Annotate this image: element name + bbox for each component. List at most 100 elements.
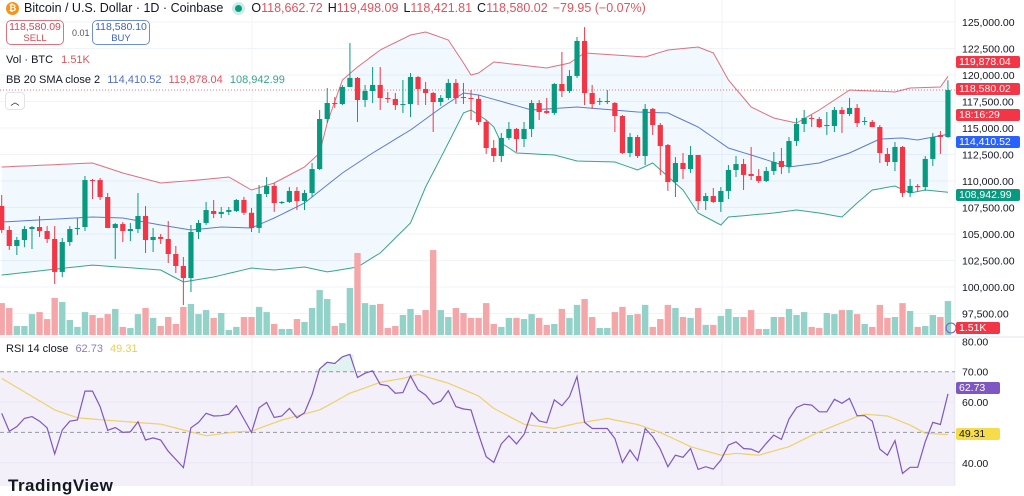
volume-bar — [740, 317, 747, 335]
candle — [105, 192, 111, 228]
price-chart[interactable]: 125,000.00 122,500.00 120,000.00 117,500.00… — [0, 0, 1024, 486]
buy-price: 118,580.10 — [95, 21, 147, 33]
candle-body — [286, 190, 292, 202]
candle — [634, 134, 641, 158]
bollinger-legend[interactable]: BB 20 SMA close 2 114,410.52 119,878.04 … — [6, 74, 285, 86]
rsi-legend[interactable]: RSI 14 close 62.73 49.31 — [6, 343, 138, 355]
candle-body — [218, 211, 224, 214]
market-open-icon — [235, 4, 243, 12]
candle-body — [619, 116, 626, 154]
volume-bar — [566, 317, 573, 335]
sell-button[interactable]: 118,580.09 SELL — [6, 20, 64, 45]
volume-bar — [831, 314, 838, 335]
volume-bar — [816, 328, 823, 335]
candle-body — [589, 93, 595, 105]
candle-body — [877, 127, 883, 154]
volume-bar — [286, 328, 293, 335]
candle-body — [82, 180, 88, 227]
volume-bar — [414, 315, 422, 335]
candle-body — [150, 236, 156, 241]
candle — [869, 120, 875, 128]
volume-bar — [36, 312, 43, 335]
candle-body — [430, 93, 436, 103]
candle-body — [301, 192, 308, 202]
volume-bar — [218, 312, 225, 335]
candle-body — [756, 176, 762, 181]
volume-bar — [520, 319, 528, 335]
open-value: 118,662.72 — [261, 1, 323, 15]
volume-bar — [142, 308, 149, 335]
tradingview-logo[interactable]: TradingView — [8, 476, 114, 495]
candle-body — [120, 224, 126, 232]
candle-body — [627, 137, 633, 154]
volume-bar — [619, 306, 626, 335]
candle-body — [74, 227, 80, 230]
symbol-header: ₿ Bitcoin / U.S. Dollar · 1D · Coinbase … — [6, 1, 646, 15]
candle — [150, 227, 156, 253]
symbol-title[interactable]: Bitcoin / U.S. Dollar · 1D · Coinbase — [24, 1, 224, 15]
candle-body — [680, 162, 686, 170]
candle — [612, 102, 618, 133]
candle — [0, 194, 5, 233]
candle — [453, 79, 459, 105]
high-value: 119,498.09 — [336, 1, 399, 15]
candle — [801, 109, 807, 133]
candle-body — [248, 212, 255, 228]
candle — [294, 187, 300, 211]
price-change: −79.95 (−0.07%) — [552, 1, 646, 15]
volume-bar — [316, 290, 323, 335]
candle — [135, 192, 141, 234]
candle-body — [264, 185, 270, 195]
price-axis-label: 107,500.00 — [962, 202, 1015, 214]
candle — [362, 84, 368, 108]
buy-button[interactable]: 118,580.10 BUY — [92, 20, 150, 45]
candle — [67, 226, 73, 246]
candle — [89, 178, 96, 200]
candle-body — [559, 84, 565, 92]
candle — [748, 146, 754, 181]
candle-body — [400, 104, 406, 106]
volume-bar — [255, 306, 263, 335]
candle — [551, 82, 557, 115]
candle-body — [793, 123, 800, 142]
candle — [506, 121, 512, 140]
chevron-up-icon: ︿ — [10, 96, 20, 107]
candle-body — [347, 77, 353, 87]
volume-bar — [248, 317, 255, 335]
volume-bar — [127, 328, 134, 335]
candle — [468, 90, 474, 121]
candle-body — [354, 77, 361, 101]
candle-body — [241, 199, 247, 213]
volume-bar — [869, 326, 876, 335]
candle-body — [233, 199, 239, 211]
volume-bar — [732, 317, 740, 335]
collapse-legend-button[interactable]: ︿ — [5, 92, 25, 110]
candle-body — [491, 148, 497, 156]
candle — [301, 190, 308, 211]
bollinger-upper-value: 119,878.04 — [168, 74, 223, 86]
candle-body — [945, 90, 951, 138]
candle — [438, 95, 444, 106]
candle — [120, 222, 126, 243]
volume-bar — [634, 314, 641, 335]
bollinger-fill — [1, 32, 948, 282]
candle — [286, 187, 292, 204]
volume-legend-label: Vol · BTC — [6, 54, 54, 66]
volume-legend[interactable]: Vol · BTC 1.51K — [6, 54, 90, 66]
candle-body — [551, 84, 557, 113]
rsi-tag: 62.73 — [956, 381, 1000, 394]
volume-bar — [361, 303, 369, 335]
candle-body — [59, 242, 65, 272]
candle-body — [634, 137, 641, 156]
candle-body — [476, 98, 482, 122]
volume-bar — [687, 317, 694, 335]
candle-body — [703, 196, 709, 202]
volume-bar — [778, 317, 785, 335]
candle-body — [173, 254, 179, 267]
bollinger-lower-line — [1, 109, 949, 283]
candle-body — [650, 108, 656, 126]
candle-body — [824, 125, 830, 127]
candle — [483, 120, 489, 154]
volume-bar — [0, 303, 5, 335]
candle — [627, 132, 633, 158]
